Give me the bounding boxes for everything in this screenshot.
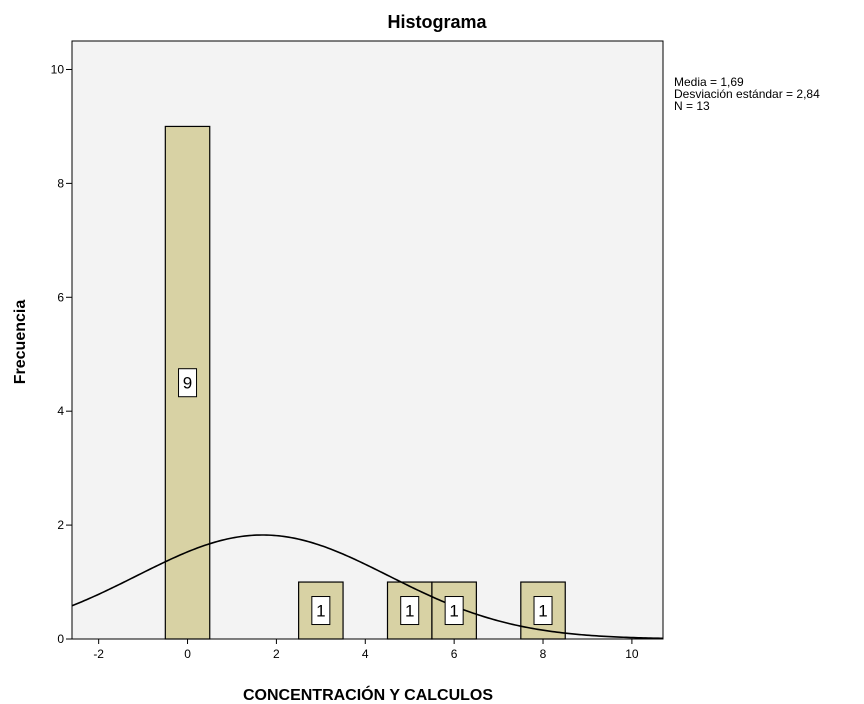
y-tick-label-1: 2 (57, 518, 64, 532)
plot-area (71, 40, 664, 640)
bar-label-4: 1 (538, 602, 547, 621)
x-axis: -2 0 2 4 6 8 10 (93, 639, 639, 661)
normal-curve-group (71, 534, 664, 640)
y-axis-label: Frecuencia (12, 300, 29, 385)
bar-label-box-0 (178, 368, 198, 398)
bar-label-box-4 (533, 596, 553, 626)
y-tick-label-0: 0 (57, 632, 64, 646)
bar-label-box-1 (311, 596, 331, 626)
bars-group (164, 125, 566, 640)
x-tick-label-1: 0 (184, 647, 191, 661)
x-axis-label: CONCENTRACIÓN Y CALCULOS (243, 685, 493, 704)
y-tick-label-3: 6 (57, 290, 64, 304)
x-tick-label-0: -2 (93, 647, 104, 661)
x-tick-label-2: 2 (273, 647, 280, 661)
x-tick-label-3: 4 (362, 647, 369, 661)
normal-curve (71, 534, 664, 640)
chart-title: Histograma (387, 12, 487, 32)
bar-label-box-2 (400, 596, 420, 626)
bar-label-2: 1 (405, 602, 414, 621)
mean-stat: Media = 1,69 (674, 75, 744, 89)
bar-label-1: 1 (316, 602, 325, 621)
bar-label-box-3 (444, 596, 464, 626)
bar-labels-group: 9 1 1 1 1 (178, 368, 553, 626)
x-tick-label-6: 10 (625, 647, 639, 661)
sd-stat: Desviación estándar = 2,84 (674, 87, 820, 101)
n-stat: N = 13 (674, 99, 710, 113)
y-tick-label-4: 8 (57, 176, 64, 190)
x-tick-label-5: 8 (540, 647, 547, 661)
bar-label-3: 1 (449, 602, 458, 621)
y-tick-label-2: 4 (57, 404, 64, 418)
statistics-box: Media = 1,69 Desviación estándar = 2,84 … (674, 76, 820, 112)
bar-label-0: 9 (183, 374, 192, 393)
x-tick-label-4: 6 (451, 647, 458, 661)
y-tick-label-5: 10 (51, 62, 65, 76)
y-axis: 0 2 4 6 8 10 (51, 62, 72, 646)
